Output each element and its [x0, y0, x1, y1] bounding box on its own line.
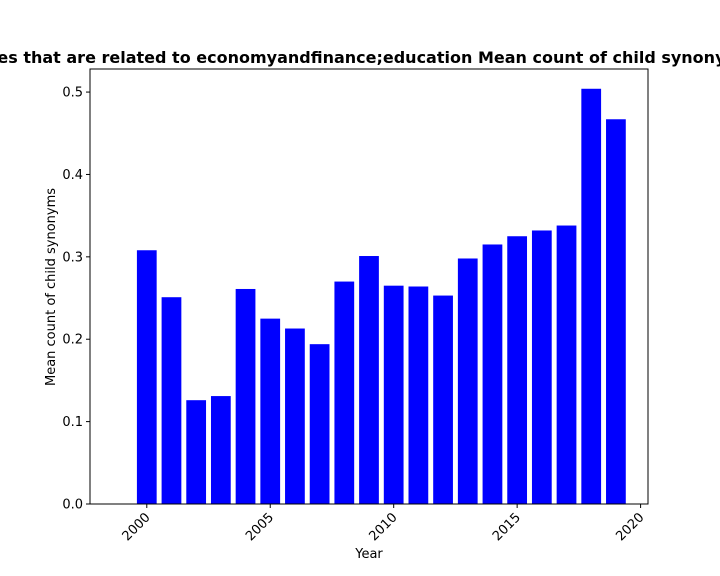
y-tick-label: 0.1: [62, 415, 83, 430]
plot-frame: [89, 68, 649, 505]
bar-2015: [507, 236, 528, 505]
bar-2011: [408, 286, 429, 504]
bar-2016: [531, 230, 552, 505]
bar-2018: [581, 88, 602, 505]
x-axis-label: Year: [354, 547, 383, 562]
bar-2008: [334, 281, 355, 504]
bar-2017: [556, 225, 577, 504]
x-axis: 2000 2005 2010 2015 2020: [120, 504, 647, 544]
bar-2000: [136, 250, 157, 504]
bar-2002: [186, 400, 207, 504]
bar-2003: [210, 396, 231, 504]
y-tick-label: 0.5: [62, 86, 83, 101]
bar-2001: [161, 297, 182, 504]
y-tick-label: 0.2: [62, 333, 83, 348]
y-tick-label: 0.3: [62, 250, 83, 265]
bar-2004: [235, 288, 256, 504]
bar-2009: [359, 256, 379, 504]
x-tick-label: 2015: [490, 510, 524, 544]
x-tick-label: 2020: [613, 510, 647, 544]
y-axis-label: Mean count of child synonyms: [44, 188, 59, 386]
x-tick-label: 2010: [367, 510, 401, 544]
y-axis: 0.0 0.1 0.2 0.3 0.4 0.5: [62, 86, 90, 513]
bar-2005: [260, 318, 281, 504]
y-tick-label: 0.0: [62, 498, 83, 513]
y-tick-label: 0.4: [62, 168, 83, 183]
bar-2006: [285, 328, 305, 504]
bar-2007: [309, 344, 330, 504]
bar-2013: [457, 258, 478, 504]
chart-title: Share of articles that are related to ec…: [0, 48, 720, 67]
bar-2014: [482, 244, 503, 505]
bar-series: [136, 88, 626, 505]
x-tick-label: 2000: [120, 510, 154, 544]
x-tick-label: 2005: [243, 510, 277, 544]
bar-2019: [606, 119, 626, 504]
bar-2010: [383, 285, 404, 504]
bar-2012: [433, 295, 453, 504]
